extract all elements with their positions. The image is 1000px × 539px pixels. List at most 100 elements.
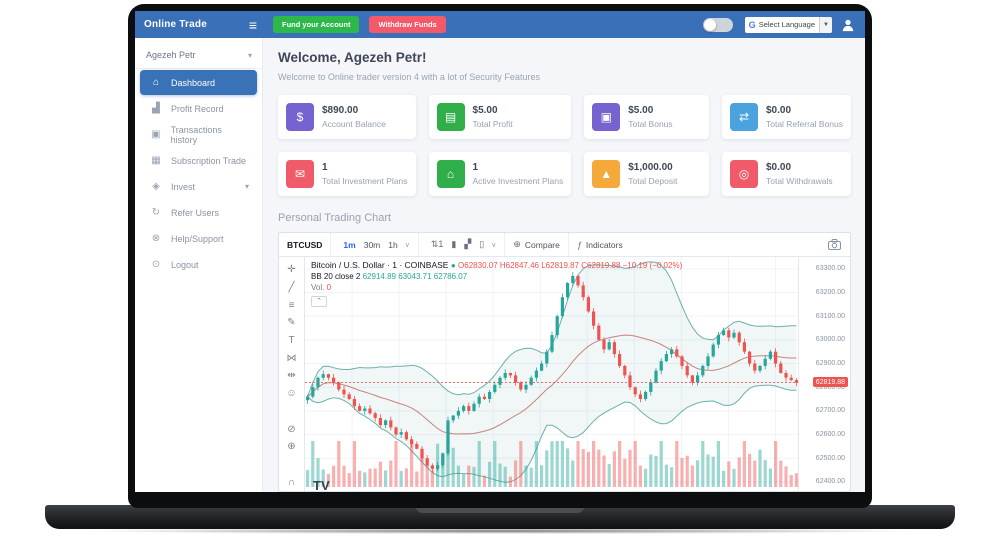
emoji-icon[interactable]: ☺ — [286, 388, 297, 400]
magnet-icon[interactable]: ∩ — [287, 476, 296, 488]
divider[interactable] — [282, 456, 302, 474]
theme-toggle[interactable] — [702, 17, 733, 32]
last-price-label: 62819.88 — [812, 377, 848, 388]
stat-value: $5.00 — [472, 105, 498, 116]
crosshair-icon[interactable]: ✛ — [287, 264, 296, 276]
trendline-icon[interactable]: ╱ — [288, 282, 295, 294]
stat-label: Active Investment Plans — [472, 176, 564, 186]
fib-retracement-icon[interactable]: ≡ — [288, 299, 295, 311]
chart-style-group: ⇅1 ▮ ▞ ▯ ∨ — [419, 233, 506, 256]
stat-value: $0.00 — [765, 105, 792, 116]
sidebar-user-dropdown[interactable]: Agezeh Petr ▾ — [135, 44, 262, 69]
app-brand: Online Trade — [144, 19, 207, 30]
stats-grid: $ $890.00 Account Balance ▤ $5.00 Total … — [278, 95, 851, 196]
sidebar-item-label: Subscription Trade — [171, 155, 247, 166]
screenshot-camera-icon[interactable] — [828, 239, 841, 250]
user-account-icon[interactable] — [841, 18, 855, 32]
invest-icon: ◈ — [152, 181, 160, 192]
xabcd-pattern-icon[interactable]: ⋈ — [286, 352, 297, 364]
chart-toolbar: BTCUSD 1m 30m 1h ∨ ⇅1 ▮ ▞ ▯ ∨ ⊕ — [279, 233, 850, 257]
stat-label: Total Bonus — [628, 119, 673, 129]
trading-chart-widget: BTCUSD 1m 30m 1h ∨ ⇅1 ▮ ▞ ▯ ∨ ⊕ — [278, 232, 851, 492]
page-title: Welcome, Agezeh Petr! — [278, 50, 427, 65]
sidebar-item[interactable]: ⌂ Dashboard — [140, 70, 257, 95]
briefcase-icon: ▣ — [151, 129, 161, 140]
deposit-icon: ▲ — [592, 160, 621, 188]
gift-icon: ▣ — [592, 103, 621, 131]
dollar-icon: $ — [286, 103, 314, 131]
grid-icon: ▦ — [151, 155, 161, 166]
stat-card: ⇄ $0.00 Total Referral Bonus — [721, 95, 851, 139]
withdraw-icon: ◎ — [729, 160, 758, 188]
interval-group: 1m 30m 1h ∨ — [331, 233, 419, 256]
tradingview-watermark: TV — [313, 478, 330, 492]
price-axis-tick: 62400.00 — [815, 478, 845, 486]
measure-icon[interactable]: ⊘ — [287, 423, 296, 435]
chart-plot-area[interactable]: Bitcoin / U.S. Dollar · 1 · COINBASE ● O… — [305, 257, 799, 492]
divider[interactable] — [282, 403, 302, 421]
bars-style-icon[interactable]: ⇅1 — [430, 239, 444, 249]
style-chevron-icon[interactable]: ∨ — [491, 241, 497, 249]
candlestick-chart — [305, 257, 799, 489]
sidebar-item[interactable]: ⊙ Logout — [140, 252, 257, 277]
sidebar-item[interactable]: ▟ Profit Record — [140, 96, 257, 121]
sidebar-item[interactable]: ↻ Refer Users — [140, 200, 257, 225]
text-tool-icon[interactable]: T — [288, 335, 295, 347]
long-short-position-icon[interactable]: ⇹ — [287, 370, 296, 382]
sidebar-item-label: Dashboard — [171, 77, 216, 88]
interval-button[interactable]: 1h — [388, 239, 398, 250]
stat-label: Total Investment Plans — [322, 176, 408, 186]
stat-label: Total Referral Bonus — [765, 119, 843, 129]
home-icon: ⌂ — [152, 77, 160, 88]
sidebar-menu: ⌂ Dashboard ▟ Profit Record ▣ Transactio… — [135, 70, 262, 277]
sidebar-item[interactable]: ⊗ Help/Support — [140, 226, 257, 251]
sidebar-item[interactable]: ◈ Invest ▾ — [140, 174, 257, 199]
screen: Online Trade ≡ Fund your Account Withdra… — [135, 11, 865, 492]
stat-card: ◎ $0.00 Total Withdrawals — [721, 152, 851, 196]
sidebar-item-caret: ▾ — [244, 182, 249, 191]
hamburger-menu-icon[interactable]: ≡ — [248, 16, 257, 33]
price-axis-tick: 63100.00 — [815, 312, 845, 320]
withdraw-funds-button[interactable]: Withdraw Funds — [369, 16, 446, 33]
drawing-tools-sidebar: ✛ ╱ ≡ ✎ T ⋈ ⇹ ☺ ⊘ ⊕ ∩ — [279, 257, 305, 491]
cash-icon: ▤ — [436, 103, 465, 131]
price-axis-tick: 62800.00 — [815, 383, 845, 391]
stat-value: $1,000.00 — [628, 162, 673, 173]
refer-icon: ↻ — [151, 207, 161, 218]
main-content: Welcome, Agezeh Petr! Welcome to Online … — [263, 38, 865, 492]
stat-card: ▤ $5.00 Total Profit — [428, 95, 572, 139]
price-axis[interactable]: 63300.00 63200.00 63100.00 63000.00 62900.00… — [798, 257, 850, 491]
indicators-button[interactable]: ƒ Indicators — [576, 239, 623, 250]
sidebar-item-label: Logout — [171, 259, 199, 270]
brush-icon[interactable]: ✎ — [287, 317, 296, 329]
legend-collapse-button[interactable]: ⌃ — [311, 296, 327, 307]
candles-style-icon[interactable]: ▮ — [451, 239, 457, 249]
interval-button[interactable]: 1m — [343, 239, 356, 250]
compare-icon: ⊕ — [513, 239, 521, 249]
bar-chart-icon: ▟ — [152, 103, 160, 114]
compare-button[interactable]: ⊕ Compare — [505, 233, 569, 256]
price-axis-tick: 63000.00 — [815, 336, 845, 344]
interval-button[interactable]: 30m — [363, 239, 381, 250]
exchange-icon: ⇄ — [729, 103, 758, 131]
interval-chevron-icon[interactable]: ∨ — [404, 241, 410, 249]
language-selector[interactable]: G Select Language ▼ — [744, 16, 832, 33]
stat-label: Account Balance — [322, 119, 386, 129]
sidebar-item-label: Transactions history — [170, 124, 222, 145]
fund-account-button[interactable]: Fund your Account — [273, 16, 360, 33]
sidebar-item[interactable]: ▦ Subscription Trade — [140, 148, 257, 173]
zoom-in-icon[interactable]: ⊕ — [287, 441, 296, 453]
stat-label: Total Profit — [472, 119, 513, 129]
hollow-candles-style-icon[interactable]: ▯ — [479, 239, 485, 249]
price-axis-tick: 63200.00 — [815, 289, 845, 296]
power-icon: ⊙ — [151, 259, 161, 270]
sidebar-item[interactable]: ▣ Transactions history — [140, 122, 257, 147]
stat-value: $5.00 — [628, 105, 654, 116]
stat-card: ▣ $5.00 Total Bonus — [584, 95, 709, 139]
price-axis-tick: 62900.00 — [815, 360, 845, 368]
laptop-base-notch — [415, 505, 585, 513]
area-style-icon[interactable]: ▞ — [464, 239, 472, 249]
indicators-icon: ƒ — [576, 239, 582, 250]
chart-symbol[interactable]: BTCUSD — [287, 239, 323, 250]
sidebar-item-label: Help/Support — [171, 233, 224, 244]
